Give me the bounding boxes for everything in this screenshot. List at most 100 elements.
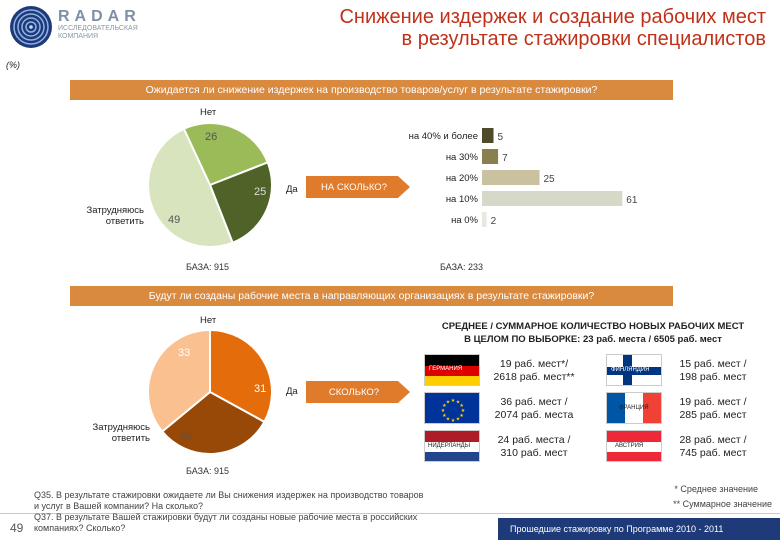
finland-value-1: 15 раб. мест / [679, 358, 747, 370]
unit-label: (%) [6, 60, 20, 70]
netherlands-value-2: 310 раб. мест [500, 447, 568, 459]
austria-value-2: 745 раб. мест [679, 447, 747, 459]
finland-flag-icon: ФИНЛЯНДИЯ [606, 354, 662, 386]
pie1-slice-0 [182, 122, 270, 187]
pie1-value-yes: 25 [254, 186, 267, 198]
bar-1 [482, 149, 499, 164]
eu-value-2: 2074 раб. места [494, 409, 574, 421]
france-value-1: 19 раб. мест / [679, 396, 747, 408]
page-title: Снижение издержек и создание рабочих мес… [246, 6, 766, 50]
bar-2 [482, 170, 540, 185]
netherlands-flag-label: НИДЕРЛАНДЫ [428, 443, 471, 449]
austria-value-1: 28 раб. мест / [679, 434, 747, 446]
arrow-how-many-2 [306, 381, 410, 403]
summary-line-1: СРЕДНЕЕ / СУММАРНОЕ КОЛИЧЕСТВО НОВЫХ РАБ… [441, 321, 745, 332]
footnote-q1: Q35. В результате стажировки ожидаете ли… [34, 490, 424, 500]
bar-value-3: 61 [626, 195, 638, 206]
pie1-label-unsure-2: ответить [105, 216, 144, 227]
bar-label-3: на 10% [446, 194, 479, 205]
finland-flag-label: ФИНЛЯНДИЯ [611, 367, 650, 373]
footnote-q2b: компаниях? Сколько? [34, 523, 126, 533]
pie1-label-unsure: Затрудняюсь ответить [60, 205, 144, 227]
pie1-value-no: 26 [205, 131, 218, 143]
footnote-q2: Q37. В результате Вашей стажировки будут… [34, 512, 418, 522]
pie-chart-jobs [147, 328, 273, 455]
eu-star-icon: ★ [446, 417, 451, 423]
germany-values: 19 раб. мест*/ 2618 раб. мест** [486, 358, 582, 384]
france-value-2: 285 раб. мест [679, 409, 747, 421]
note-total: ** Суммарное значение [673, 499, 772, 509]
netherlands-value-1: 24 раб. места / [497, 434, 571, 446]
eu-star-icon: ★ [461, 408, 466, 414]
bar-label-4: на 0% [451, 215, 478, 226]
bar-value-1: 7 [502, 153, 508, 164]
pie2-slice-1 [160, 390, 266, 455]
eu-value-1: 36 раб. мест / [500, 396, 568, 408]
bar-label-2: на 20% [446, 173, 479, 184]
germany-value-2: 2618 раб. мест** [493, 371, 575, 383]
pie2-slice-0 [209, 328, 273, 424]
pie1-label-yes: Да [286, 184, 298, 195]
eu-star-icon: ★ [459, 403, 464, 409]
pie2-label-no: Нет [200, 315, 217, 326]
germany-value-1: 19 раб. мест*/ [499, 358, 569, 370]
eu-star-icon: ★ [451, 418, 456, 424]
finland-values: 15 раб. мест / 198 раб. мест [668, 358, 758, 384]
netherlands-values: 24 раб. места / 310 раб. мест [486, 434, 582, 460]
arrow-how-many-2-label: СКОЛЬКО? [328, 386, 380, 398]
page-number: 49 [10, 521, 24, 535]
arrow-how-much-1 [306, 176, 410, 198]
austria-values: 28 раб. мест / 745 раб. мест [668, 434, 758, 460]
france-flag-icon: ФРАНЦИЯ [606, 392, 662, 424]
france-values: 19 раб. мест / 285 раб. мест [668, 396, 758, 422]
eu-flag-icon: ★ ★ ★ ★ ★ ★ ★ ★ ★ ★ ★ ★ [424, 392, 480, 424]
summary-line-2: В ЦЕЛОМ ПО ВЫБОРКЕ: 23 раб. места / 6505… [464, 334, 722, 345]
bar-4 [482, 212, 487, 227]
pie2-label-unsure: Затрудняюсь ответить [60, 422, 150, 444]
summary-title: СРЕДНЕЕ / СУММАРНОЕ КОЛИЧЕСТВО НОВЫХ РАБ… [428, 320, 758, 346]
pie2-slice-2 [147, 328, 211, 433]
bar-value-4: 2 [491, 216, 497, 227]
eu-star-icon: ★ [451, 398, 456, 404]
eu-star-icon: ★ [441, 408, 446, 414]
finland-value-2: 198 раб. мест [679, 371, 747, 383]
netherlands-flag-icon: НИДЕРЛАНДЫ [424, 430, 480, 462]
arrow-how-much-1-label: НА СКОЛЬКО? [321, 181, 387, 193]
pie2-label-unsure-1: Затрудняюсь [92, 422, 150, 433]
pie1-label-unsure-1: Затрудняюсь [86, 205, 144, 216]
pie2-label-yes: Да [286, 386, 298, 397]
eu-values: 36 раб. мест / 2074 раб. места [486, 396, 582, 422]
pie1-value-unsure: 49 [168, 214, 181, 226]
austria-flag-label: АВСТРИЯ [615, 443, 644, 449]
question-band-2: Будут ли созданы рабочие места в направл… [70, 286, 673, 306]
pie2-label-unsure-2: ответить [111, 433, 150, 444]
question-band-1: Ожидается ли снижение издержек на произв… [70, 80, 673, 100]
radar-logo [10, 6, 52, 48]
brand-name: RADAR [58, 8, 141, 25]
footer-divider [0, 513, 780, 514]
germany-flag-icon: ГЕРМАНИЯ [424, 354, 480, 386]
bar-3 [482, 191, 623, 206]
base-right-1: БАЗА: 233 [440, 262, 484, 272]
title-line-1: Снижение издержек и создание рабочих мес… [339, 6, 766, 28]
base-2: БАЗА: 915 [186, 466, 230, 476]
pie2-value-no: 33 [178, 347, 191, 359]
austria-flag-icon: АВСТРИЯ [606, 430, 662, 462]
bar-0 [482, 128, 494, 143]
france-flag-label: ФРАНЦИЯ [619, 405, 649, 411]
eu-stars-icon: ★★★★★★★★★ ★ ★★ [441, 398, 466, 424]
eu-star-icon: ★ [456, 417, 461, 423]
eu-star-icon: ★ [442, 413, 447, 419]
bar-value-2: 25 [544, 174, 556, 185]
pie1-label-no: Нет [200, 107, 217, 118]
eu-star-icon: ★ [442, 403, 447, 409]
title-line-2: в результате стажировки специалистов [401, 28, 766, 50]
pie2-value-unsure: 36 [180, 431, 193, 443]
eu-star-icon: ★ [459, 413, 464, 419]
pie2-value-yes: 31 [254, 383, 267, 395]
base-left-1: БАЗА: 915 [186, 262, 230, 272]
bar-value-0: 5 [498, 132, 504, 143]
note-average: * Среднее значение [674, 484, 758, 494]
program-footer: Прошедшие стажировку по Программе 2010 -… [498, 518, 780, 540]
eu-star-icon: ★ [456, 399, 461, 405]
